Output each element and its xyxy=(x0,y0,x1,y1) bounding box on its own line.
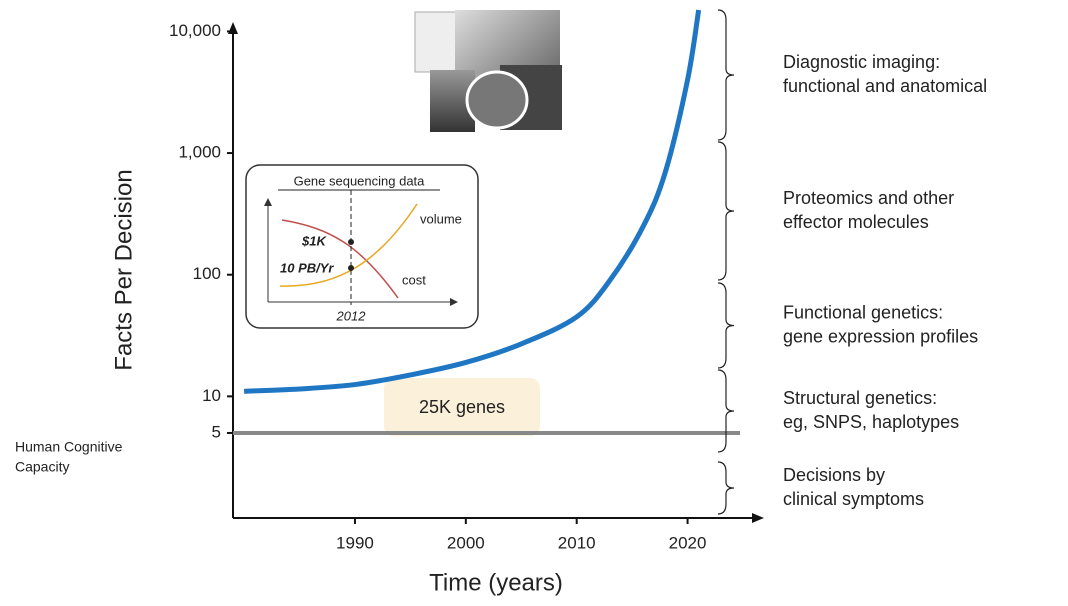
side-label: Functional genetics: xyxy=(783,302,943,322)
line xyxy=(243,9,702,394)
y-tick-label: 1,000 xyxy=(178,143,221,162)
imaging-pictures xyxy=(414,10,562,132)
y-tick-label: 100 xyxy=(193,264,221,283)
x-tick-label: 2010 xyxy=(558,533,596,552)
brace xyxy=(717,282,735,369)
inset-label: $1K xyxy=(301,233,327,248)
inset-label: cost xyxy=(402,272,426,287)
side-label: clinical symptoms xyxy=(783,489,924,509)
annotation-box xyxy=(384,378,540,436)
inset xyxy=(245,164,479,329)
x-tick-label: 1990 xyxy=(336,533,374,552)
side-label: Structural genetics: xyxy=(783,388,937,408)
side-label: effector molecules xyxy=(783,212,929,232)
inset-label: 10 PB/Yr xyxy=(280,260,334,275)
y-tick-label: 10 xyxy=(202,386,221,405)
side-label: Diagnostic imaging: xyxy=(783,52,940,72)
hline-label: Capacity xyxy=(15,459,69,475)
x-tick-label: 2000 xyxy=(447,533,485,552)
brace xyxy=(717,461,735,515)
y-axis-title: Facts Per Decision xyxy=(110,169,137,370)
y-tick-label: 10,000 xyxy=(169,21,221,40)
side-label: Decisions by xyxy=(783,465,885,485)
brace xyxy=(717,369,735,453)
x-axis-arrow xyxy=(752,513,764,523)
brace xyxy=(717,141,735,281)
side-label: gene expression profiles xyxy=(783,326,978,346)
x-tick-label: 2020 xyxy=(669,533,707,552)
hline-label: Human Cognitive xyxy=(15,439,123,455)
inset-label: 2012 xyxy=(336,308,367,323)
side-label: eg, SNPS, haplotypes xyxy=(783,412,959,432)
x-axis-title: Time (years) xyxy=(429,569,563,596)
inset-label: volume xyxy=(420,211,462,226)
side-label: Proteomics and other xyxy=(783,188,954,208)
inset-title: Gene sequencing data xyxy=(294,173,426,188)
brace xyxy=(717,9,735,141)
y-tick-label: 5 xyxy=(212,422,221,441)
side-label: functional and anatomical xyxy=(783,76,987,96)
annotation: 25K genes xyxy=(419,397,505,417)
